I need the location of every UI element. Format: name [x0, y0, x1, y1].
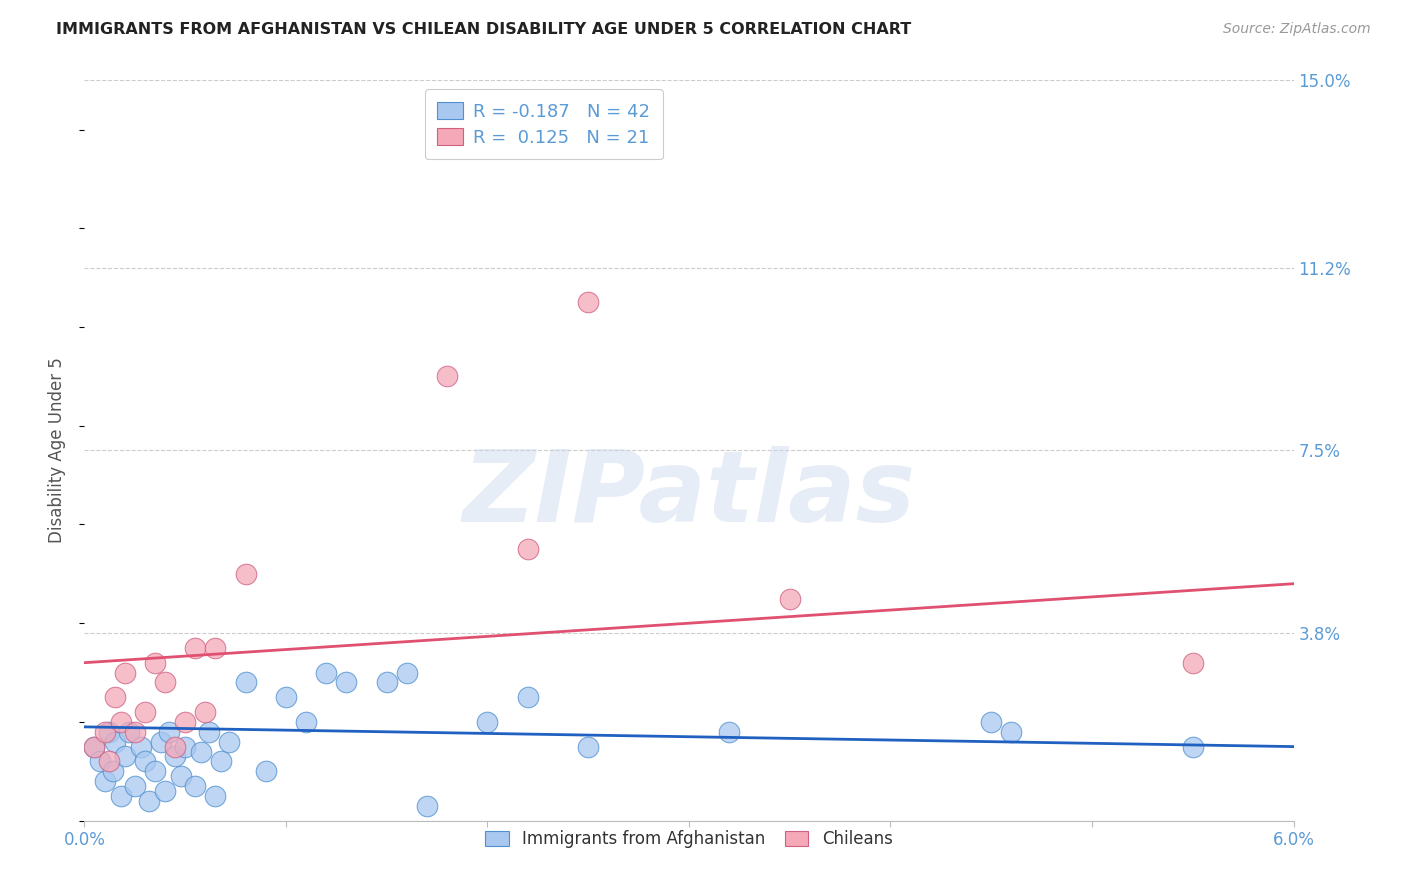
Point	[157, 724, 180, 739]
Point	[143, 764, 166, 779]
Point	[194, 705, 217, 719]
Point	[118, 724, 141, 739]
Point	[416, 798, 439, 813]
Point	[779, 591, 801, 606]
Point	[83, 739, 105, 754]
Point	[516, 542, 538, 557]
Point	[436, 369, 458, 384]
Y-axis label: Disability Age Under 5: Disability Age Under 5	[48, 358, 66, 543]
Point	[576, 295, 599, 310]
Point	[190, 745, 212, 759]
Point	[89, 755, 111, 769]
Point	[1181, 739, 1204, 754]
Point	[184, 779, 207, 793]
Point	[165, 739, 187, 754]
Legend: Immigrants from Afghanistan, Chileans: Immigrants from Afghanistan, Chileans	[477, 822, 901, 856]
Point	[124, 779, 146, 793]
Point	[395, 665, 418, 680]
Point	[124, 724, 146, 739]
Point	[209, 755, 232, 769]
Point	[93, 724, 115, 739]
Point	[170, 769, 193, 783]
Point	[101, 764, 124, 779]
Point	[174, 714, 197, 729]
Point	[114, 665, 136, 680]
Point	[153, 784, 176, 798]
Point	[104, 690, 127, 705]
Point	[1181, 656, 1204, 670]
Point	[315, 665, 337, 680]
Point	[235, 675, 257, 690]
Point	[274, 690, 297, 705]
Point	[254, 764, 277, 779]
Point	[204, 789, 226, 803]
Point	[153, 675, 176, 690]
Point	[477, 714, 499, 729]
Point	[375, 675, 398, 690]
Point	[149, 734, 172, 748]
Point	[576, 739, 599, 754]
Point	[97, 724, 120, 739]
Point	[134, 705, 156, 719]
Point	[335, 675, 357, 690]
Point	[184, 640, 207, 655]
Point	[129, 739, 152, 754]
Point	[143, 656, 166, 670]
Point	[134, 755, 156, 769]
Text: ZIPatlas: ZIPatlas	[463, 446, 915, 543]
Point	[516, 690, 538, 705]
Point	[174, 739, 197, 754]
Point	[165, 749, 187, 764]
Point	[138, 794, 160, 808]
Point	[104, 734, 127, 748]
Point	[718, 724, 741, 739]
Point	[198, 724, 221, 739]
Point	[235, 566, 257, 581]
Point	[110, 714, 132, 729]
Point	[110, 789, 132, 803]
Point	[218, 734, 240, 748]
Point	[980, 714, 1002, 729]
Point	[114, 749, 136, 764]
Point	[1000, 724, 1022, 739]
Point	[83, 739, 105, 754]
Point	[204, 640, 226, 655]
Point	[93, 774, 115, 789]
Point	[295, 714, 318, 729]
Text: Source: ZipAtlas.com: Source: ZipAtlas.com	[1223, 22, 1371, 37]
Point	[97, 755, 120, 769]
Text: IMMIGRANTS FROM AFGHANISTAN VS CHILEAN DISABILITY AGE UNDER 5 CORRELATION CHART: IMMIGRANTS FROM AFGHANISTAN VS CHILEAN D…	[56, 22, 911, 37]
